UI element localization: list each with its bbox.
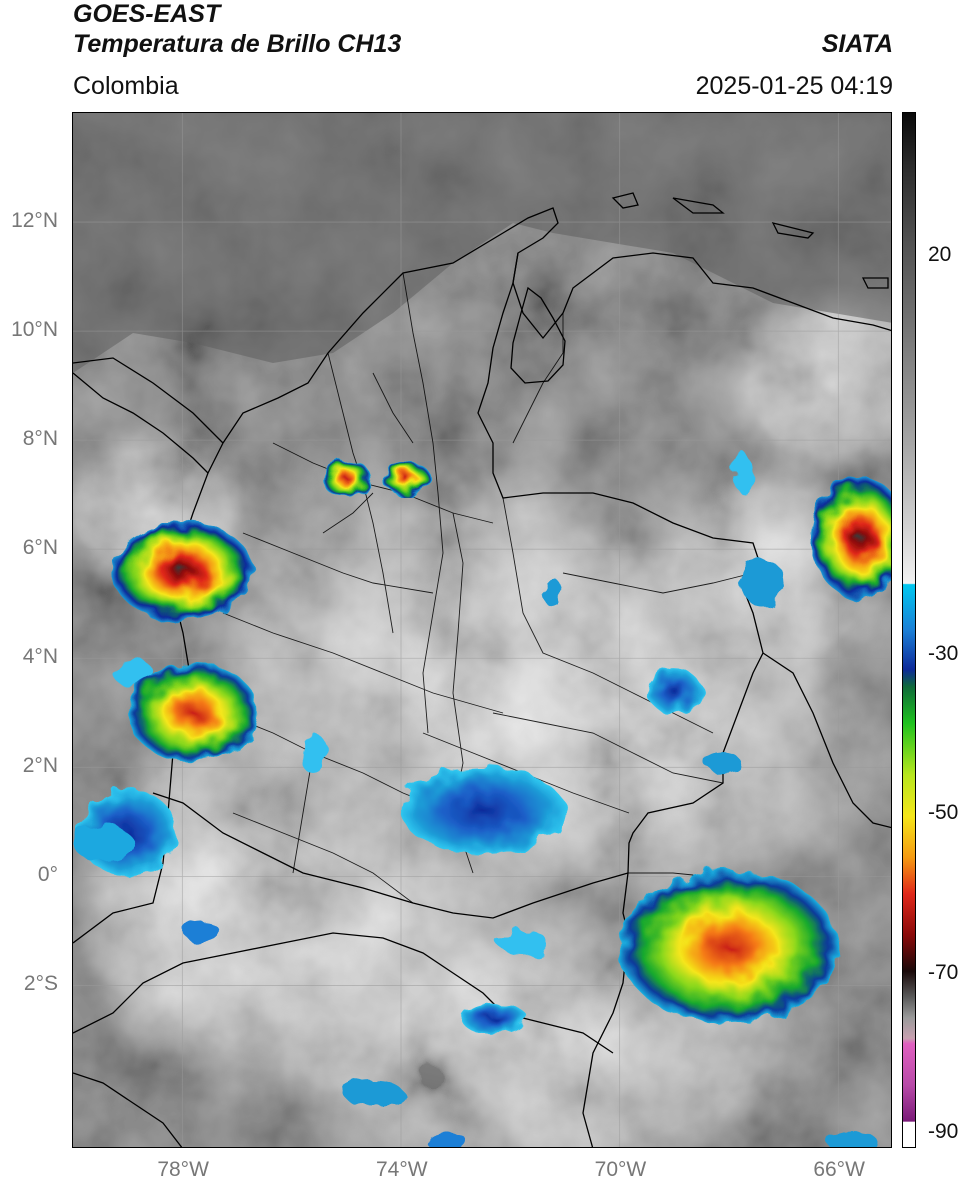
storm-cell bbox=[401, 767, 565, 855]
colorbar bbox=[902, 112, 916, 1148]
lon-tick-label: 70°W bbox=[594, 1158, 647, 1181]
storm-cell bbox=[619, 870, 839, 1024]
datetime-label: 2025-01-25 04:19 bbox=[695, 72, 893, 100]
colorbar-tick-label: -50 bbox=[928, 801, 959, 825]
satellite-title: GOES-EAST bbox=[73, 0, 221, 28]
satellite-map bbox=[72, 112, 892, 1148]
map-canvas bbox=[73, 113, 891, 1147]
lat-tick-label: 0° bbox=[37, 863, 58, 887]
lat-tick-label: 10°N bbox=[11, 318, 58, 342]
lat-tick-label: 6°N bbox=[22, 536, 58, 560]
storm-cell bbox=[321, 459, 371, 498]
lat-tick-label: 12°N bbox=[11, 209, 58, 233]
storm-cell bbox=[811, 478, 891, 599]
storm-cell bbox=[111, 521, 254, 621]
scattered-cold-clouds bbox=[73, 453, 878, 1147]
warm-sea-area bbox=[73, 113, 891, 373]
lat-tick-label: 8°N bbox=[22, 427, 58, 451]
storm-cell bbox=[381, 461, 432, 495]
lat-tick-label: 2°S bbox=[23, 972, 58, 996]
lon-tick-label: 78°W bbox=[157, 1158, 209, 1181]
lat-tick-label: 2°N bbox=[22, 754, 58, 778]
storm-cell bbox=[647, 669, 702, 713]
colorbar-tick-label: -30 bbox=[928, 641, 959, 665]
lat-tick-label: 4°N bbox=[22, 645, 58, 669]
region-label: Colombia bbox=[73, 72, 179, 100]
agency-label: SIATA bbox=[821, 30, 893, 58]
lon-tick-label: 66°W bbox=[813, 1158, 865, 1181]
product-title: Temperatura de Brillo CH13 bbox=[73, 30, 402, 58]
colorbar-tick-label: 20 bbox=[928, 243, 952, 267]
lon-tick-label: 74°W bbox=[376, 1158, 428, 1181]
colorbar-tick-label: -90 bbox=[928, 1120, 959, 1144]
convective-storms bbox=[78, 459, 891, 1035]
colorbar-tick-label: -70 bbox=[928, 960, 959, 984]
storm-cell bbox=[461, 1001, 527, 1035]
storm-cell bbox=[127, 663, 259, 762]
